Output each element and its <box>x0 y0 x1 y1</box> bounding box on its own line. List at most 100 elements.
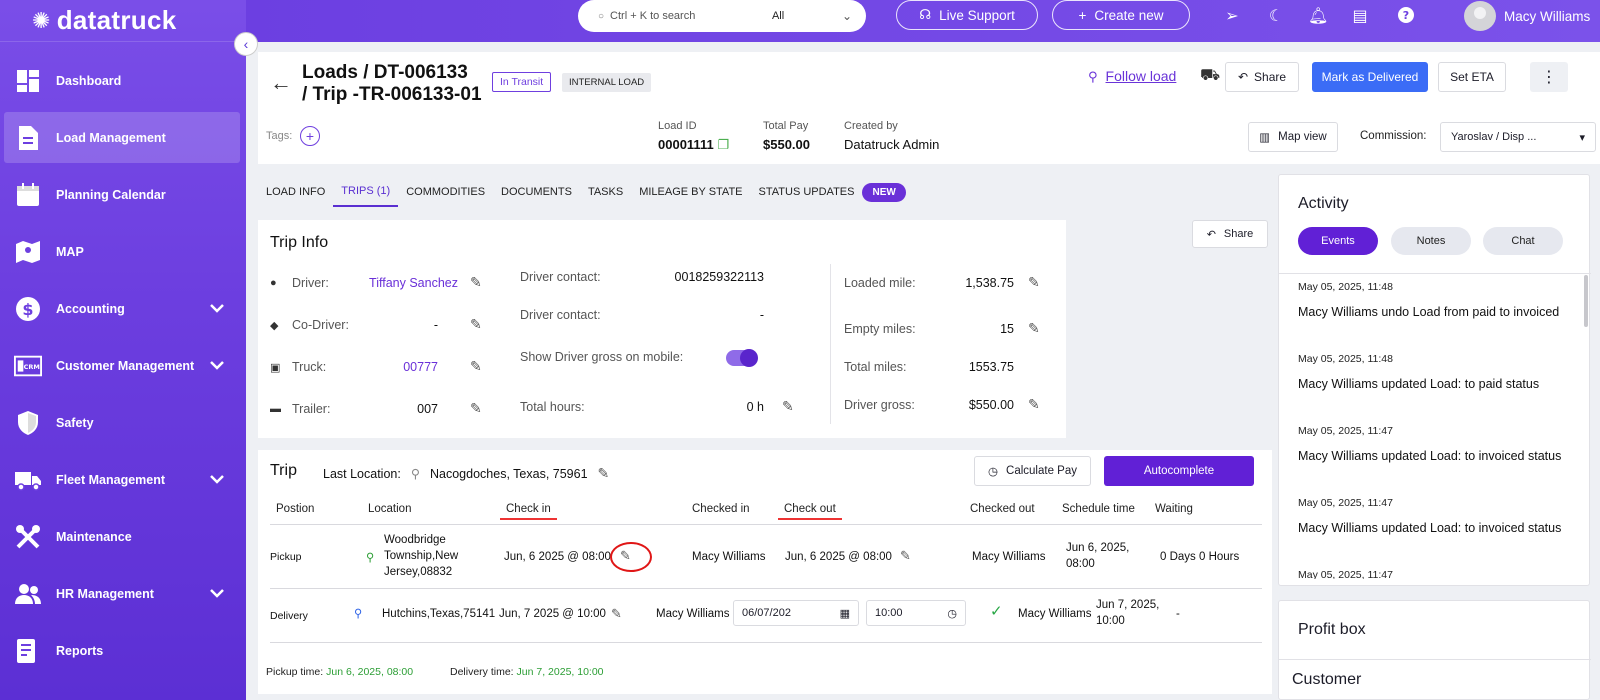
tab-mileage-by-state[interactable]: MILEAGE BY STATE <box>639 186 743 198</box>
row-divider <box>270 588 1262 589</box>
map-view-button[interactable]: ▥ Map view <box>1248 122 1338 152</box>
truck-tracking-icon[interactable]: ⛟ <box>1200 67 1221 84</box>
sidebar-item-maintenance[interactable]: Maintenance <box>0 508 246 565</box>
search-input[interactable]: Ctrl + K to search <box>610 10 696 22</box>
sidebar-item-fleet-management[interactable]: Fleet Management <box>0 451 246 508</box>
sidebar-collapse-button[interactable]: ‹ <box>234 32 258 56</box>
sidebar-item-planning-calendar[interactable]: Planning Calendar <box>0 166 246 223</box>
load-id-meta: Load ID 00001111 ❐ <box>658 120 729 153</box>
tab-chat[interactable]: Chat <box>1483 227 1563 255</box>
edit-check-out-icon[interactable]: ✎ <box>900 548 911 563</box>
total-hours-label: Total hours: <box>520 400 585 414</box>
driver-link[interactable]: Tiffany Sanchez <box>369 276 458 290</box>
wrench-icon <box>14 523 42 551</box>
edit-loaded-mile-icon[interactable]: ✎ <box>1028 274 1040 290</box>
driver-contact-2-value: - <box>759 308 764 322</box>
logo[interactable]: ✺ datatruck <box>0 0 246 42</box>
share-icon: ↶ <box>1237 70 1249 84</box>
events-list[interactable]: May 05, 2025, 11:48 Macy Williams undo L… <box>1298 279 1584 579</box>
tab-trips[interactable]: TRIPS (1) <box>333 177 399 207</box>
empty-miles-value: 15 <box>1000 322 1014 336</box>
edit-trailer-icon[interactable]: ✎ <box>470 400 482 416</box>
sidebar-item-hr-management[interactable]: HR Management <box>0 565 246 622</box>
more-options-icon[interactable]: ⋮ <box>1530 62 1568 92</box>
shield-icon <box>14 409 42 437</box>
truck-link[interactable]: 00777 <box>403 360 438 374</box>
send-icon[interactable]: ➢ <box>1225 8 1239 25</box>
calculate-pay-button[interactable]: ◷ Calculate Pay <box>974 456 1091 486</box>
chevron-down-icon[interactable] <box>210 357 224 375</box>
chat-icon[interactable]: ▤ <box>1352 8 1368 25</box>
map-icon: ▥ <box>1259 132 1271 144</box>
co-driver-field-label: ◆ Co-Driver: <box>270 318 349 332</box>
tab-tasks[interactable]: TASKS <box>587 186 624 198</box>
logo-text: datatruck <box>56 5 177 35</box>
sidebar-item-map[interactable]: MAP <box>0 223 246 280</box>
calendar-icon[interactable]: ▦ <box>839 607 850 620</box>
show-gross-toggle[interactable] <box>726 349 758 367</box>
edit-driver-icon[interactable]: ✎ <box>470 274 482 290</box>
edit-co-driver-icon[interactable]: ✎ <box>470 316 482 332</box>
clock-icon[interactable]: ◷ <box>947 607 957 620</box>
row-location: Woodbridge Township,New Jersey,08832 <box>384 534 459 578</box>
follow-load-link[interactable]: ⚲ Follow load <box>1088 68 1176 85</box>
edit-total-hours-icon[interactable]: ✎ <box>782 398 794 414</box>
chevron-down-icon[interactable]: ⌄ <box>841 9 852 23</box>
chevron-down-icon[interactable] <box>210 471 224 489</box>
svg-text:CRM: CRM <box>24 362 40 370</box>
edit-last-location-icon[interactable]: ✎ <box>597 465 610 481</box>
global-search[interactable]: ○ Ctrl + K to search All ⌄ <box>578 0 866 32</box>
confirm-check-icon[interactable]: ✓ <box>990 603 1003 620</box>
driver-contact-label: Driver contact: <box>520 270 601 284</box>
sidebar-item-customer-management[interactable]: CRM Customer Management <box>0 337 246 394</box>
chevron-down-icon[interactable] <box>210 585 224 603</box>
edit-truck-icon[interactable]: ✎ <box>470 358 482 374</box>
edit-check-in-icon[interactable]: ✎ <box>611 606 622 621</box>
live-support-button[interactable]: ☊ Live Support <box>896 0 1038 30</box>
tab-notes[interactable]: Notes <box>1391 227 1471 255</box>
sidebar-item-load-management[interactable]: Load Management <box>4 112 240 163</box>
help-icon[interactable]: ? <box>1396 6 1416 29</box>
row-check-in: Jun, 7 2025 @ 10:00 <box>499 608 606 620</box>
sidebar-item-reports[interactable]: Reports <box>0 622 246 679</box>
edit-driver-gross-icon[interactable]: ✎ <box>1028 396 1040 412</box>
divider <box>830 264 831 424</box>
date-input-value: 06/07/202 <box>742 607 791 619</box>
check-out-time-input[interactable]: 10:00 ◷ <box>866 600 966 626</box>
add-tag-button[interactable]: + <box>300 126 320 146</box>
check-out-date-input[interactable]: 06/07/202 ▦ <box>733 600 859 626</box>
share-button[interactable]: ↶ Share <box>1225 62 1299 92</box>
show-gross-label: Show Driver gross on mobile: <box>520 350 684 364</box>
commission-select[interactable]: Yaroslav / Disp ... ▾ <box>1440 122 1596 152</box>
edit-empty-miles-icon[interactable]: ✎ <box>1028 320 1040 336</box>
activity-scrollbar[interactable] <box>1584 275 1588 327</box>
bell-icon[interactable]: 🔔︎ <box>1308 8 1329 25</box>
user-menu[interactable]: Macy Williams <box>1464 0 1590 32</box>
copy-icon[interactable]: ❐ <box>717 137 729 152</box>
search-scope-select[interactable]: All <box>771 10 785 22</box>
sidebar-item-dashboard[interactable]: Dashboard <box>0 52 246 109</box>
mark-as-delivered-button[interactable]: Mark as Delivered <box>1312 62 1428 92</box>
sidebar: ✺ datatruck Dashboard Load Management Pl… <box>0 0 246 700</box>
chevron-down-icon[interactable] <box>210 300 224 318</box>
load-type-badge: INTERNAL LOAD <box>562 73 652 92</box>
tab-documents[interactable]: DOCUMENTS <box>501 186 572 198</box>
trip-share-button[interactable]: ↶ Share <box>1192 220 1268 248</box>
tab-events[interactable]: Events <box>1298 227 1378 255</box>
headset-icon: ☊ <box>919 7 932 22</box>
sidebar-item-label: Planning Calendar <box>56 187 166 202</box>
create-new-button[interactable]: + Create new <box>1052 0 1190 30</box>
set-eta-button[interactable]: Set ETA <box>1438 62 1506 92</box>
list-item: May 05, 2025, 11:48 Macy Williams update… <box>1298 353 1584 423</box>
sidebar-item-safety[interactable]: Safety <box>0 394 246 451</box>
back-arrow-icon[interactable]: ← <box>270 70 292 95</box>
caret-down-icon: ▾ <box>1579 131 1585 144</box>
autocomplete-button[interactable]: Autocomplete <box>1104 456 1254 486</box>
tab-load-info[interactable]: LOAD INFO <box>266 186 326 198</box>
moon-icon[interactable]: ☾ <box>1268 8 1284 25</box>
divider <box>1279 659 1591 660</box>
tab-status-updates[interactable]: STATUS UPDATES NEW <box>751 177 914 207</box>
tab-commodities[interactable]: COMMODITIES <box>406 186 486 198</box>
sidebar-item-accounting[interactable]: $ Accounting <box>0 280 246 337</box>
status-updates-label: STATUS UPDATES <box>758 186 855 198</box>
